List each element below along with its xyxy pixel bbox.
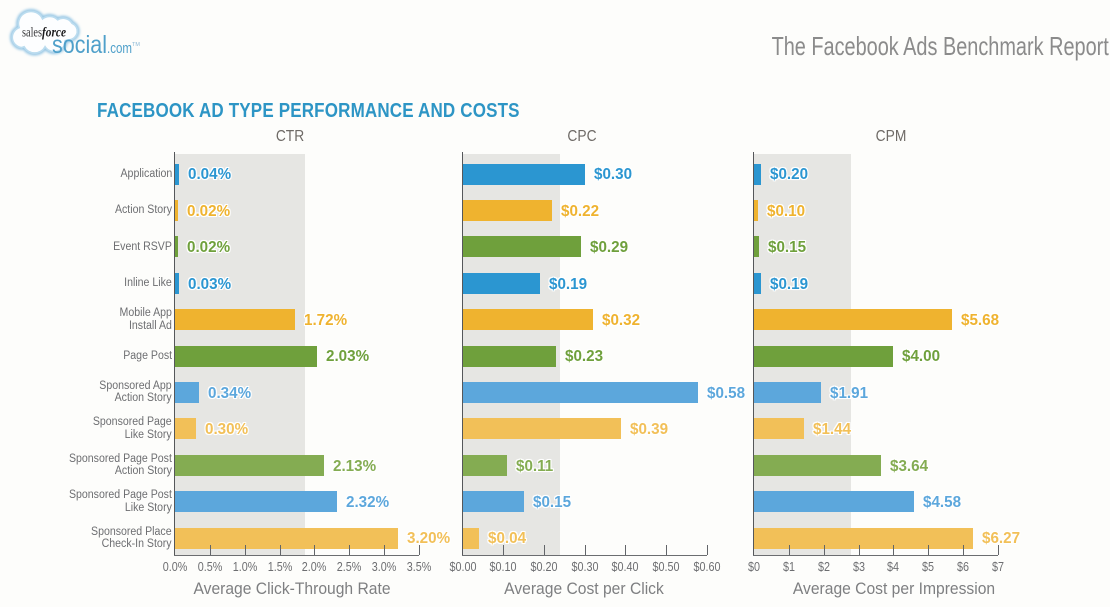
svg-text:sales: sales [22, 26, 42, 41]
svg-text:TM: TM [132, 42, 140, 48]
svg-text:.com: .com [107, 41, 132, 57]
svg-text:social: social [52, 31, 107, 59]
svg-text:force: force [42, 26, 66, 41]
